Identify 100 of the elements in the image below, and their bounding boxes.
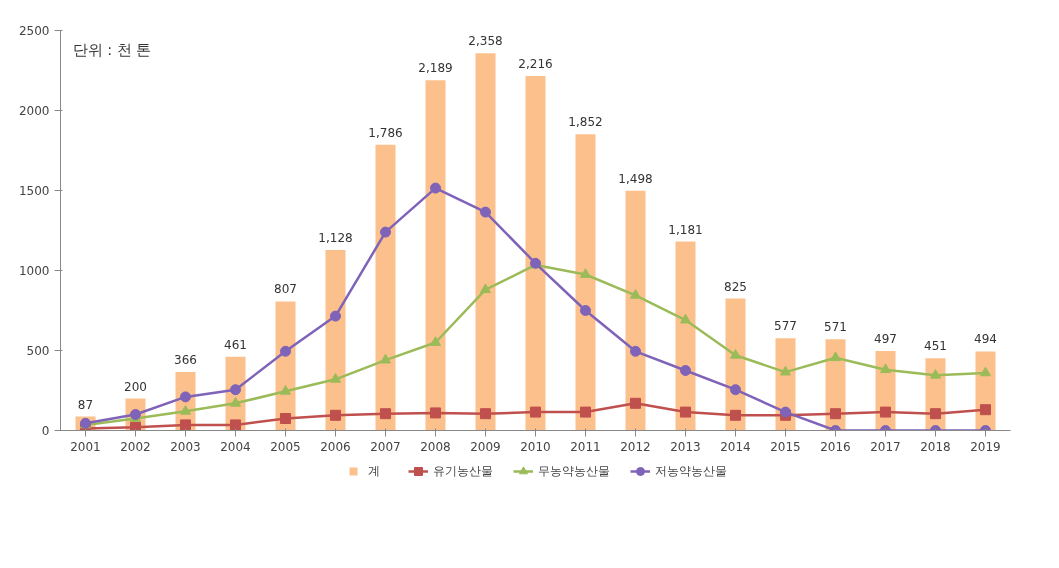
data-label: 1,128 — [318, 231, 353, 246]
point — [630, 397, 641, 409]
y-tick-label: 2500 — [18, 24, 50, 38]
point — [180, 419, 191, 431]
bar — [525, 75, 546, 431]
legend-label: 유기농산물 — [433, 462, 493, 480]
point — [980, 404, 991, 416]
data-label: 807 — [274, 282, 297, 297]
x-tick-label: 2003 — [170, 439, 201, 454]
point — [430, 182, 441, 194]
point — [280, 413, 291, 424]
point — [680, 365, 691, 376]
x-tick-label: 2009 — [470, 439, 501, 454]
y-tick-label: 500 — [26, 344, 50, 358]
x-tick-label: 2016 — [820, 439, 851, 454]
data-label: 497 — [874, 331, 897, 346]
point — [330, 310, 341, 322]
point — [930, 408, 941, 420]
bar — [625, 190, 646, 431]
point — [880, 363, 891, 374]
data-label: 825 — [724, 279, 747, 294]
data-label: 577 — [774, 319, 797, 334]
x-tick-label: 2018 — [920, 439, 951, 454]
x-tick-label: 2001 — [70, 439, 101, 454]
point — [480, 408, 491, 420]
y-tick-label: 0 — [41, 424, 50, 438]
data-label: 451 — [924, 339, 947, 354]
point — [330, 409, 341, 421]
bar — [475, 53, 496, 431]
bar — [375, 144, 396, 431]
data-label: 494 — [974, 332, 997, 347]
point — [930, 369, 941, 379]
x-tick-label: 2015 — [770, 439, 801, 454]
point — [280, 385, 291, 395]
point — [730, 384, 741, 396]
y-tick-label: 1000 — [18, 264, 50, 278]
data-label: 87 — [77, 397, 94, 412]
point — [580, 268, 591, 278]
x-tick-label: 2013 — [670, 439, 701, 454]
point — [380, 226, 391, 238]
point — [580, 305, 591, 316]
x-tick-label: 2014 — [720, 439, 751, 454]
bar — [425, 80, 446, 431]
point — [580, 406, 591, 418]
point — [680, 406, 691, 418]
point — [430, 407, 441, 419]
data-label: 1,181 — [668, 222, 703, 237]
point — [780, 365, 791, 376]
data-label: 2,216 — [518, 56, 553, 71]
data-label: 200 — [124, 379, 147, 394]
point — [230, 397, 241, 407]
point — [430, 336, 441, 346]
bar — [575, 134, 596, 431]
x-tick-label: 2007 — [370, 439, 401, 454]
legend-label: 저농약농산물 — [655, 462, 727, 480]
point — [830, 351, 841, 362]
data-label: 366 — [174, 352, 197, 367]
point — [230, 419, 241, 431]
data-label: 2,189 — [418, 61, 453, 76]
bar — [675, 241, 696, 431]
data-label: 1,786 — [368, 125, 403, 140]
x-tick-label: 2002 — [120, 439, 151, 454]
x-tick-label: 2005 — [270, 439, 301, 454]
point — [380, 408, 391, 420]
point — [980, 366, 991, 377]
x-tick-label: 2017 — [870, 439, 901, 454]
point — [730, 409, 741, 421]
point — [730, 349, 741, 359]
y-tick-label: 1500 — [18, 184, 50, 198]
point — [180, 391, 191, 403]
point — [630, 345, 641, 357]
x-tick-label: 2010 — [520, 439, 551, 454]
data-label: 571 — [824, 320, 847, 335]
legend-label: 계 — [368, 462, 381, 480]
data-label: 1,498 — [618, 171, 653, 186]
point — [830, 408, 841, 420]
x-tick-label: 2012 — [620, 439, 651, 454]
data-label: 461 — [224, 337, 247, 352]
point — [480, 283, 491, 294]
point — [680, 313, 691, 324]
x-tick-label: 2019 — [970, 439, 1001, 454]
point — [530, 406, 541, 418]
x-tick-label: 2004 — [220, 439, 251, 454]
x-tick-label: 2011 — [570, 439, 601, 454]
point — [480, 206, 491, 218]
point — [280, 345, 291, 357]
y-tick-label: 2000 — [18, 104, 50, 118]
point — [880, 406, 891, 418]
point — [130, 421, 141, 431]
point — [230, 384, 241, 396]
point — [630, 289, 641, 299]
x-tick-label: 2008 — [420, 439, 451, 454]
legend-label: 무농약농산물 — [538, 462, 610, 480]
point — [380, 353, 391, 364]
data-label: 2,358 — [468, 34, 503, 49]
data-label: 1,852 — [568, 115, 603, 130]
annotation: 단위 : 천 톤 — [72, 40, 152, 58]
x-tick-label: 2006 — [320, 439, 351, 454]
point — [330, 373, 341, 383]
point — [180, 405, 191, 415]
